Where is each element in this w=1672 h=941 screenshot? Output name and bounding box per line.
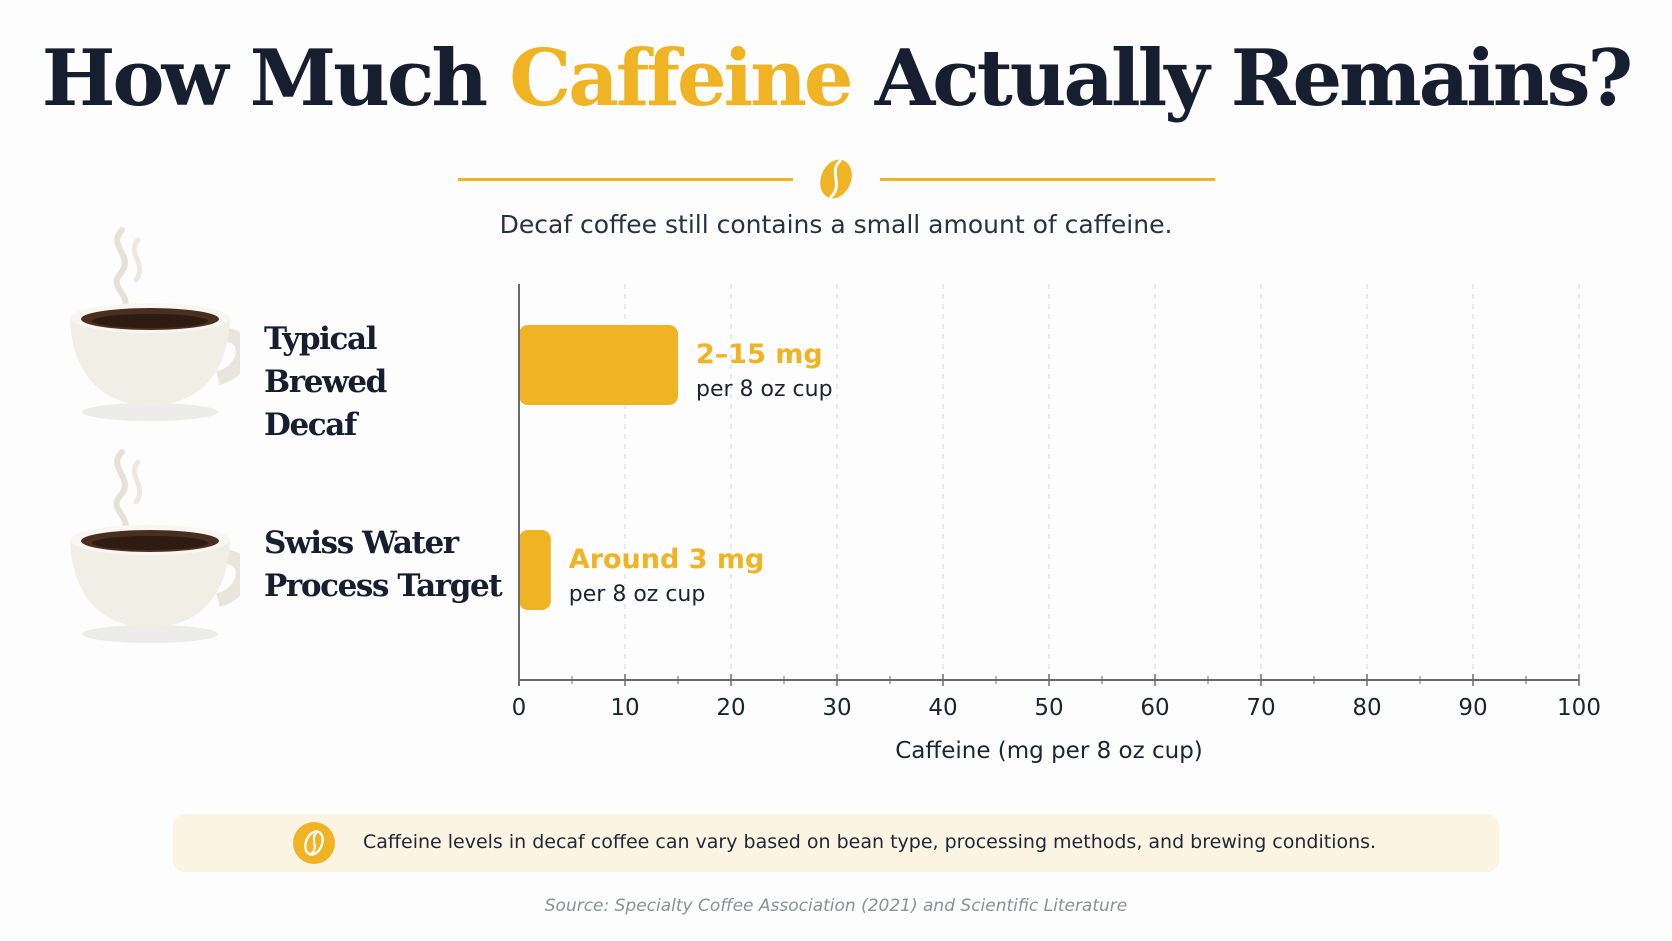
x-tick-label: 0 bbox=[512, 695, 527, 721]
bars bbox=[519, 325, 678, 610]
x-axis: 0 10 20 30 40 50 60 70 80 90 100 Caffeine (mg per 8… bbox=[512, 284, 1601, 764]
page-title: How Much Caffeine Actually Remains? bbox=[0, 34, 1672, 124]
x-tick-label: 10 bbox=[610, 695, 639, 721]
x-tick-label: 50 bbox=[1034, 695, 1063, 721]
coffee-cup-icon bbox=[70, 449, 240, 643]
x-axis-title: Caffeine (mg per 8 oz cup) bbox=[895, 738, 1203, 764]
title-divider-left bbox=[458, 178, 793, 181]
source-citation: Source: Specialty Coffee Association (20… bbox=[544, 896, 1128, 916]
bar-value-label: 2–15 mg bbox=[696, 339, 823, 370]
note-box: Caffeine levels in decaf coffee can vary… bbox=[173, 814, 1499, 872]
title-divider-right bbox=[880, 178, 1215, 181]
x-tick-label: 30 bbox=[822, 695, 851, 721]
x-tick-label: 20 bbox=[716, 695, 745, 721]
title-highlight: Caffeine bbox=[509, 33, 853, 124]
bar-value-label: Around 3 mg bbox=[569, 544, 765, 575]
coffee-bean-icon bbox=[820, 159, 852, 199]
x-tick-label: 100 bbox=[1557, 695, 1601, 721]
coffee-cup-icon bbox=[70, 227, 240, 421]
data-labels: 2–15 mg per 8 oz cup Around 3 mg per 8 oz c… bbox=[569, 339, 833, 607]
grid-lines bbox=[624, 284, 1580, 680]
x-tick-label: 60 bbox=[1140, 695, 1169, 721]
category-label-line: Typical Brewed bbox=[264, 321, 387, 400]
x-tick-label: 80 bbox=[1352, 695, 1381, 721]
category-label-line: Process Target bbox=[264, 568, 503, 604]
category-label: Typical Brewed Decaf bbox=[264, 318, 504, 447]
bar[interactable] bbox=[519, 530, 551, 610]
x-tick-label: 90 bbox=[1458, 695, 1487, 721]
x-tick-label: 70 bbox=[1246, 695, 1275, 721]
bar-unit-label: per 8 oz cup bbox=[569, 582, 706, 607]
bar[interactable] bbox=[519, 325, 678, 405]
category-label: Swiss Water Process Target bbox=[264, 522, 504, 608]
category-label-line: Swiss Water bbox=[264, 525, 459, 561]
note-text: Caffeine levels in decaf coffee can vary… bbox=[363, 831, 1377, 853]
category-label-line: Decaf bbox=[264, 407, 357, 443]
x-tick-label: 40 bbox=[928, 695, 957, 721]
title-prefix: How Much bbox=[41, 33, 510, 124]
subtitle: Decaf coffee still contains a small amou… bbox=[499, 210, 1173, 239]
bar-unit-label: per 8 oz cup bbox=[696, 377, 833, 402]
coffee-bean-icon bbox=[293, 822, 335, 864]
title-suffix: Actually Remains? bbox=[850, 33, 1634, 124]
